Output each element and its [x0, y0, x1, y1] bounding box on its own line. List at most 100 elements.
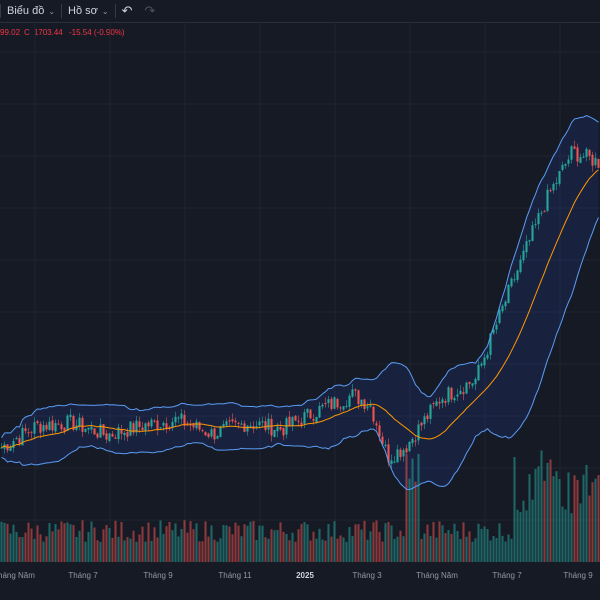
volume-bar — [180, 528, 183, 562]
x-tick-label: Tháng 9 — [143, 571, 173, 580]
candle-body — [141, 427, 144, 431]
candle-body — [231, 419, 234, 422]
volume-bar — [573, 475, 576, 562]
volume-bar — [597, 474, 600, 562]
volume-bar — [0, 521, 3, 562]
x-tick-label: Tháng 7 — [492, 571, 522, 580]
legend-close-value: 1703.44 — [33, 28, 63, 37]
volume-bar — [216, 541, 219, 562]
candle-body — [429, 404, 432, 419]
candle-body — [543, 211, 546, 213]
candle-body — [204, 432, 207, 436]
candle-body — [546, 189, 549, 211]
candle-body — [66, 415, 69, 431]
chart-menu-button[interactable]: Biểu đồ ⌄ — [1, 0, 61, 22]
chart-menu-label: Biểu đồ — [7, 5, 45, 17]
candle-body — [489, 333, 492, 355]
volume-bar — [165, 526, 168, 562]
candle-body — [108, 433, 111, 441]
volume-bar — [570, 513, 573, 562]
ohlc-legend: 99.02 C 1703.44 -15.54 (-0.90%) — [0, 28, 129, 37]
volume-bar — [237, 525, 240, 562]
volume-bar — [351, 535, 354, 562]
volume-bar — [81, 520, 84, 562]
volume-bar — [189, 521, 192, 562]
candle-body — [27, 432, 30, 434]
candle-body — [351, 389, 354, 397]
volume-bar — [579, 503, 582, 562]
profile-menu-button[interactable]: Hồ sơ ⌄ — [62, 0, 115, 22]
volume-bar — [213, 539, 216, 562]
candle-body — [591, 154, 594, 166]
candle-body — [345, 405, 348, 407]
volume-bar — [219, 538, 222, 562]
volume-bar — [417, 453, 420, 562]
volume-bar — [126, 537, 129, 562]
x-tick-label: Tháng Năm — [416, 571, 458, 580]
candle-body — [225, 421, 228, 426]
candle-body — [183, 414, 186, 426]
volume-bar — [339, 535, 342, 562]
legend-close-prefix: C — [24, 28, 30, 37]
candle-body — [363, 399, 366, 409]
volume-bar — [60, 521, 63, 562]
candle-body — [432, 403, 435, 405]
candle-body — [300, 422, 303, 426]
candle-body — [135, 420, 138, 433]
volume-bar — [42, 541, 45, 562]
candle-body — [261, 421, 264, 423]
volume-bar — [9, 533, 12, 562]
toolbar-divider — [0, 4, 1, 18]
candle-body — [534, 223, 537, 225]
volume-bar — [435, 537, 438, 562]
volume-bar — [555, 471, 558, 562]
candle-body — [579, 157, 582, 163]
volume-bar — [402, 536, 405, 562]
candle-body — [102, 424, 105, 435]
volume-bar — [333, 521, 336, 562]
volume-bar — [345, 541, 348, 562]
candle-body — [123, 432, 126, 436]
candle-body — [336, 398, 339, 408]
candle-body — [399, 449, 402, 458]
volume-bar — [36, 525, 39, 562]
candle-body — [291, 417, 294, 427]
candle-body — [468, 381, 471, 384]
candle-body — [393, 461, 396, 463]
undo-icon[interactable]: ↶ — [121, 3, 133, 18]
volume-bar — [12, 524, 15, 562]
candle-body — [69, 414, 72, 418]
volume-bar — [21, 537, 24, 562]
chart-grid — [0, 22, 600, 562]
candle-body — [396, 449, 399, 463]
volume-bar — [294, 541, 297, 562]
candle-body — [522, 250, 525, 261]
candle-body — [465, 382, 468, 394]
candle-body — [105, 433, 108, 440]
volume-bar — [594, 478, 597, 562]
candle-body — [453, 398, 456, 401]
volume-bar — [501, 535, 504, 562]
volume-bar — [375, 520, 378, 562]
volume-bar — [486, 529, 489, 562]
x-tick-label: 2025 — [296, 571, 314, 580]
volume-bar — [582, 474, 585, 562]
candle-body — [87, 427, 90, 430]
redo-icon[interactable]: ↷ — [144, 3, 156, 18]
volume-bar — [585, 464, 588, 562]
candle-body — [30, 431, 33, 433]
volume-bar — [141, 526, 144, 562]
volume-bar — [348, 527, 351, 562]
candle-body — [501, 305, 504, 312]
candle-body — [495, 324, 498, 330]
candle-body — [447, 387, 450, 403]
candle-body — [531, 225, 534, 241]
candle-body — [114, 437, 117, 439]
candle-body — [486, 354, 489, 359]
volume-bar — [483, 526, 486, 562]
price-chart[interactable]: Tháng Năm Tháng 7 Tháng 9 Tháng 11 2025 Tháng… — [0, 22, 600, 600]
candle-body — [279, 426, 282, 430]
candle-body — [111, 433, 114, 437]
volume-bar — [360, 529, 363, 562]
candle-body — [282, 427, 285, 436]
